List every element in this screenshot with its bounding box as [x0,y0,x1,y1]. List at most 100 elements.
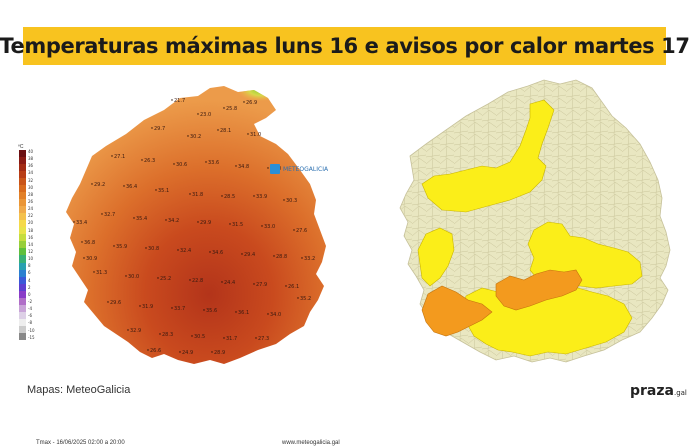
scale-label: -8 [28,320,32,326]
scale-swatch [19,185,26,193]
municipality-borders [400,80,670,362]
map-timestamp: Tmax - 16/06/2025 02:00 a 20:00 [36,440,125,446]
page-title: Temperaturas máximas luns 16 e avisos po… [0,34,690,58]
temperature-value: 30.8 [148,246,159,252]
scale-label: -6 [28,313,32,319]
temperature-value: 36.4 [126,184,137,190]
temperature-scale-labels: 40 38 36 34 32 30 28 26 24 22 20 18 16 14 12 10 8 6 4 2 0 -2-… [28,150,35,340]
station-dot [197,113,199,115]
station-dot [209,251,211,253]
temperature-value: 33.0 [264,224,275,230]
station-dot [187,135,189,137]
station-dot [297,297,299,299]
temperature-value: 31.9 [142,304,153,310]
station-dot [93,271,95,273]
station-dot [285,285,287,287]
scale-label: 26 [28,198,34,204]
scale-label: 20 [28,220,34,226]
scale-swatch [19,304,26,312]
galicia-shape-temperature [66,86,326,364]
scale-swatch [19,276,26,284]
temperature-value: 34.0 [270,312,281,318]
temperature-value: 30.3 [286,198,297,204]
warning-map-panel [370,74,682,384]
scale-swatch [19,192,26,200]
station-dot [139,305,141,307]
station-dot [221,195,223,197]
scale-swatch [19,248,26,256]
station-dot [229,223,231,225]
temperature-value: 22.8 [192,278,203,284]
scale-label: -10 [28,327,35,333]
warning-map [399,79,671,363]
scale-swatch [19,318,26,326]
station-dot [255,337,257,339]
station-dot [171,307,173,309]
scale-swatch [19,262,26,270]
station-dot [151,127,153,129]
scale-swatch [19,311,26,319]
scale-unit: ºC [18,144,24,150]
station-dot [165,219,167,221]
station-dot [211,351,213,353]
station-dot [81,241,83,243]
temperature-value: 28.8 [276,254,287,260]
scale-label: 30 [28,184,34,190]
temperature-value: 29.9 [200,220,211,226]
scale-label: 14 [28,241,34,247]
station-dot [217,129,219,131]
station-dot [223,107,225,109]
station-dot [197,221,199,223]
station-dot [125,275,127,277]
station-dot [189,193,191,195]
scale-swatch [19,157,26,165]
scale-swatch [19,241,26,249]
station-dot [205,161,207,163]
scale-label: 10 [28,256,34,262]
scale-swatch [19,290,26,298]
station-dot [253,195,255,197]
temperature-value: 28.9 [214,350,225,356]
station-dot [147,349,149,351]
temperature-value: 33.9 [256,194,267,200]
temperature-value: 28.5 [224,194,235,200]
station-dot [253,283,255,285]
temperature-value: 23.0 [200,112,211,118]
temperature-value: 33.7 [174,306,185,312]
temperature-value: 34.8 [238,164,249,170]
temperature-value: 29.6 [110,300,121,306]
temperature-value: 26.9 [246,100,257,106]
scale-label: -15 [28,334,35,340]
scale-swatch [19,178,26,186]
station-dot [73,221,75,223]
station-dot [91,183,93,185]
scale-swatch [19,164,26,172]
scale-swatch [19,234,26,242]
temperature-value: 27.1 [114,154,125,160]
scale-swatch [19,171,26,179]
scale-label: 6 [28,270,31,276]
scale-label: 16 [28,234,34,240]
temperature-value: 28.1 [220,128,231,134]
brand-suffix: .gal [673,389,687,397]
temperature-value: 35.1 [158,188,169,194]
scale-label: -4 [28,306,32,312]
temperature-value: 24.4 [224,280,235,286]
station-dot [247,133,249,135]
yellow-warning-zone-west [417,227,455,287]
temperature-value: 35.9 [116,244,127,250]
scale-label: 28 [28,191,34,197]
temperature-value: 29.7 [154,126,165,132]
temperature-map: 21.7 23.0 25.8 26.9 29.7 30.2 28.1 31.0 27.1 26.3… [66,86,326,364]
map-website: www.meteogalicia.gal [282,440,340,446]
station-dot [235,311,237,313]
scale-swatch [19,213,26,221]
station-dot [141,159,143,161]
temperature-value: 25.8 [226,106,237,112]
temperature-value: 31.3 [96,270,107,276]
temperature-color-scale [19,150,26,340]
scale-label: 12 [28,248,34,254]
scale-label: 34 [28,170,34,176]
station-dot [171,99,173,101]
station-dot [123,185,125,187]
